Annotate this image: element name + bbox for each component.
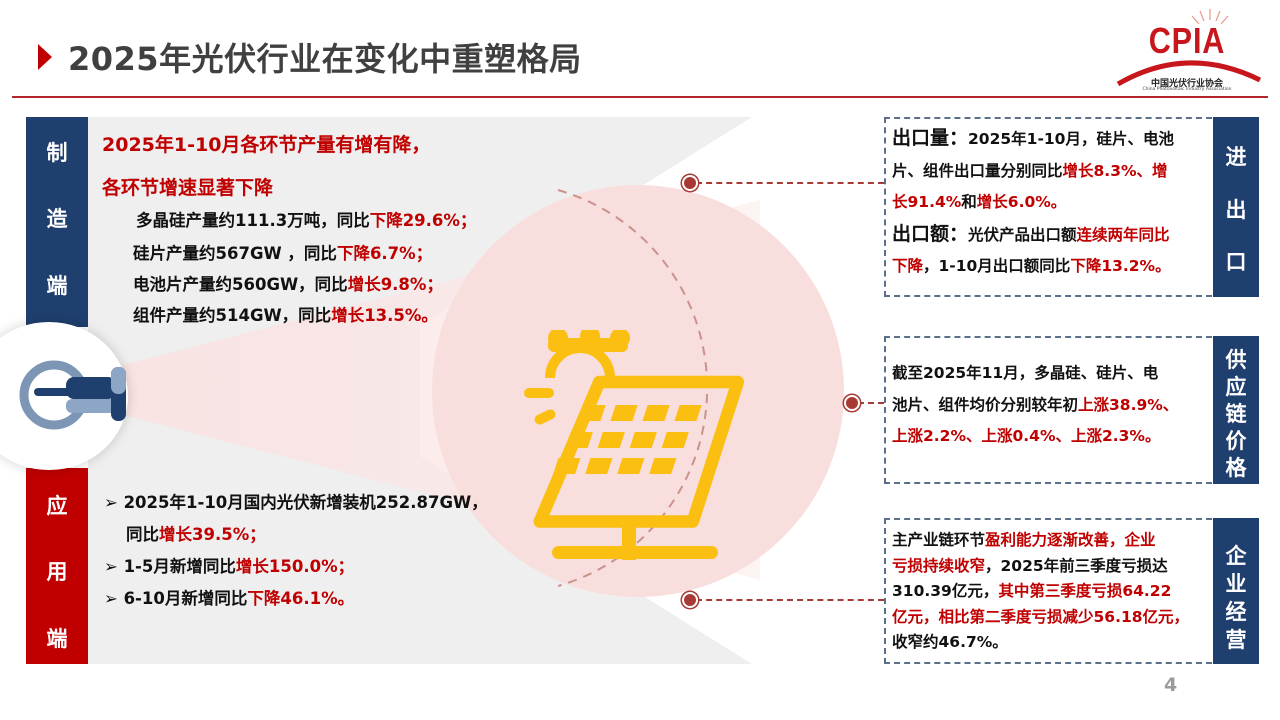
mfg-item: 硅片产量约567GW ，同比下降6.7%； xyxy=(133,244,433,263)
connector-line xyxy=(696,182,884,184)
connector-dot xyxy=(684,594,696,606)
mfg-item: 电池片产量约560GW，同比增长9.8%； xyxy=(133,275,443,294)
band-application: 应 用 端 xyxy=(26,468,88,664)
bullet-arrow-icon: ➢ xyxy=(104,589,118,608)
band-char: 用 xyxy=(46,560,68,584)
band-manufacturing: 制 造 端 xyxy=(26,117,88,327)
app-item-cont: 同比增长39.5%； xyxy=(126,525,266,544)
band-char: 应 xyxy=(46,494,68,518)
logo-name-cn: 中国光伏行业协会 xyxy=(1150,79,1223,89)
tab-import-export: 进 出 口 xyxy=(1213,117,1259,297)
mfg-item: 多晶硅产量约111.3万吨，同比下降29.6%； xyxy=(136,211,477,230)
tab-supply-price: 供 应 链 价 格 xyxy=(1213,336,1259,484)
sun-arc-icon xyxy=(1116,9,1262,87)
operations-box: 主产业链环节盈利能力逐渐改善，企业 亏损持续收窄，2025年前三季度亏损达 31… xyxy=(884,518,1212,664)
mfg-headline: 2025年1-10月各环节产量有增有降， xyxy=(102,134,431,156)
connector-line xyxy=(696,599,884,601)
app-item: ➢ 2025年1-10月国内光伏新增装机252.87GW， xyxy=(104,493,488,512)
logo-name-en: China Photovoltaic Industry Association xyxy=(1142,87,1232,92)
logo-abbr: CPIA xyxy=(1148,20,1226,61)
export-box: 出口量：2025年1-10月，硅片、电池 片、组件出口量分别同比增长8.3%、增… xyxy=(884,117,1212,297)
projector-icon xyxy=(19,360,126,430)
bullet-arrow-icon: ➢ xyxy=(104,493,118,512)
band-char: 造 xyxy=(46,207,68,231)
center-circle xyxy=(432,185,844,597)
page-title: 2025年光伏行业在变化中重塑格局 xyxy=(68,40,582,78)
mfg-item: 组件产量约514GW，同比增长13.5%。 xyxy=(133,306,438,325)
mfg-headline: 各环节增速显著下降 xyxy=(102,177,274,199)
cpia-logo: CPIA 中国光伏行业协会 China Photovoltaic Industr… xyxy=(1112,6,1272,94)
app-item: ➢ 6-10月新增同比下降46.1%。 xyxy=(104,589,355,608)
tab-operations: 企 业 经 营 xyxy=(1213,518,1259,664)
solar-panel-icon xyxy=(524,330,745,560)
band-char: 端 xyxy=(46,627,68,651)
band-char: 制 xyxy=(46,141,68,165)
band-char: 端 xyxy=(46,274,68,298)
connector-line xyxy=(858,402,884,404)
title-arrow-icon xyxy=(38,44,52,70)
connector-dot xyxy=(846,397,858,409)
page-number: 4 xyxy=(1164,674,1178,696)
connector-dot xyxy=(684,177,696,189)
supply-price-box: 截至2025年11月，多晶硅、硅片、电 池片、组件均价分别较年初上涨38.9%、… xyxy=(884,336,1212,484)
app-item: ➢ 1-5月新增同比增长150.0%； xyxy=(104,557,355,576)
bullet-arrow-icon: ➢ xyxy=(104,557,118,576)
header-divider xyxy=(12,96,1268,98)
